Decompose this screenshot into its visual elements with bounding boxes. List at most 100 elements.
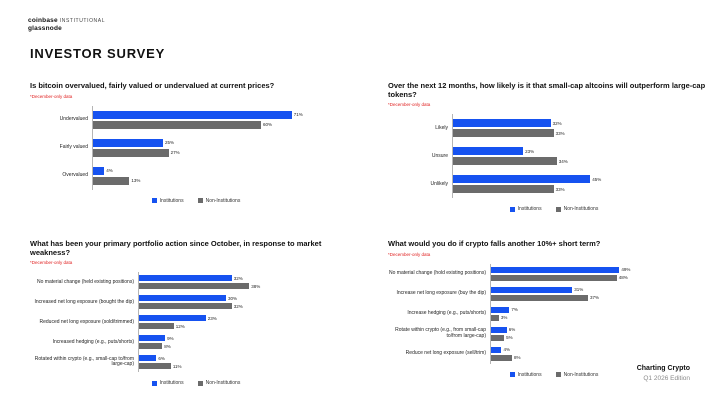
footer: Charting Crypto Q1 2026 Edition (637, 364, 690, 383)
legend-label: Non-Institutions (205, 380, 241, 387)
category-row: Overvalued 4% 13% (30, 161, 362, 190)
bar-value-label: 8% (164, 343, 171, 349)
institutions-bar (139, 295, 226, 302)
bar-value-label: 4% (106, 168, 113, 174)
category-bars: 31% 37% (490, 283, 720, 304)
chart-footnote: *December-only data (388, 102, 431, 108)
institutions-bar (139, 315, 206, 322)
category-label: Unlikely (430, 180, 448, 187)
category-bars: 4% 13% (92, 161, 362, 190)
bar-line: 23% (139, 314, 362, 322)
category-label: No material change (held existing positi… (37, 278, 134, 285)
legend-swatch-icon (509, 206, 515, 212)
bar-value-label: 11% (172, 363, 182, 369)
non-institutions-bar (453, 129, 554, 138)
page-title: INVESTOR SURVEY (30, 46, 166, 61)
bar-line: 34% (453, 156, 720, 166)
bar-line: 25% (93, 138, 362, 148)
bar-value-label: 32% (233, 275, 243, 281)
legend-label: Non-Institutions (205, 197, 241, 204)
institutions-bar (453, 119, 551, 128)
coinbase-wordmark: coinbase (28, 17, 58, 24)
category-bars: 6% 11% (138, 352, 362, 373)
non-institutions-bar (453, 157, 557, 166)
non-institutions-bar (491, 314, 499, 321)
bar-value-label: 7% (511, 307, 518, 313)
category-row: Reduce net long exposure (sell/trim) 4% 8% (388, 343, 720, 364)
bar-line: 30% (139, 294, 362, 302)
brand-logo: coinbase INSTITUTIONAL glassnode (28, 17, 105, 33)
category-label: Undervalued (59, 115, 88, 122)
footer-report-title: Charting Crypto (636, 365, 690, 372)
chart-plot-area: No material change (hold existing positi… (388, 263, 720, 364)
bar-value-label: 48% (618, 275, 628, 281)
bar-line: 13% (93, 176, 362, 186)
bar-value-label: 3% (500, 315, 508, 321)
bar-line: 31% (491, 286, 720, 294)
category-row: Unlikely 45% 33% (388, 170, 720, 199)
category-bars: 45% 33% (452, 170, 720, 199)
legend-label: Institutions (517, 371, 542, 378)
chart-plot-area: Undervalued 71% 60% Fairly valued 25% 27% Over… (30, 105, 362, 190)
category-label: No material change (hold existing positi… (389, 269, 486, 276)
institutions-bar (93, 110, 292, 119)
legend-institutions: Institutions (151, 380, 184, 386)
category-bars: 7% 3% (490, 303, 720, 324)
legend-non-institutions: Non-Institutions (197, 380, 241, 387)
non-institutions-bar (491, 294, 588, 301)
non-institutions-bar (139, 303, 232, 310)
institutions-bar (453, 147, 524, 156)
category-label: Increased net long exposure (bought the … (34, 298, 134, 305)
legend-label: Institutions (159, 197, 184, 204)
chart-legend: Institutions Non-Institutions (388, 206, 720, 212)
chart-title: Over the next 12 months, how likely is i… (388, 81, 706, 99)
legend-swatch-icon (555, 372, 561, 378)
bar-line: 5% (491, 334, 720, 342)
bar-line: 3% (491, 314, 720, 322)
category-bars: 4% 8% (490, 343, 720, 364)
category-row: Undervalued 71% 60% (30, 105, 362, 134)
bar-value-label: 27% (170, 150, 180, 156)
bar-value-label: 6% (508, 327, 516, 333)
category-row: Likely 32% 33% (388, 114, 720, 143)
legend-non-institutions: Non-Institutions (555, 206, 598, 212)
bar-value-label: 9% (167, 335, 174, 341)
category-label: Increase hedging (e.g., puts/shorts) (407, 309, 486, 316)
bar-line: 27% (93, 148, 362, 158)
bar-line: 8% (491, 354, 720, 362)
institutions-bar (139, 335, 166, 342)
non-institutions-bar (93, 120, 261, 129)
institutions-bar (491, 286, 573, 293)
chart-panel-1: Is bitcoin overvalued, fairly valued or … (30, 81, 362, 204)
category-bars: 9% 8% (138, 332, 362, 353)
bar-line: 9% (139, 334, 362, 342)
bar-value-label: 30% (228, 295, 238, 301)
bar-value-label: 38% (251, 283, 261, 289)
category-bars: 23% 12% (138, 312, 362, 333)
chart-legend: Institutions Non-Institutions (30, 380, 362, 386)
bar-line: 32% (453, 118, 720, 128)
chart-plot-area: Likely 32% 33% Unsure 23% 34% Unlikely 45% 33% (388, 114, 720, 199)
category-bars: 25% 27% (92, 133, 362, 162)
bar-line: 60% (93, 120, 362, 130)
bar-value-label: 71% (293, 112, 303, 118)
chart-title: What would you do if crypto falls anothe… (388, 239, 601, 248)
institutions-bar (139, 355, 157, 362)
institutions-bar (491, 266, 620, 273)
category-label: Overvalued (62, 171, 88, 178)
bar-line: 4% (491, 346, 720, 354)
bar-value-label: 32% (552, 120, 562, 126)
category-row: Increase net long exposure (buy the dip)… (388, 283, 720, 304)
chart-legend: Institutions Non-Institutions (30, 198, 362, 204)
bar-line: 49% (491, 266, 720, 274)
bar-value-label: 32% (233, 303, 243, 309)
chart-footnote: *December-only data (30, 93, 73, 99)
bar-line: 45% (453, 174, 720, 184)
institutions-bar (93, 166, 105, 175)
non-institutions-bar (139, 343, 163, 350)
non-institutions-bar (93, 176, 130, 185)
non-institutions-bar (139, 363, 171, 370)
category-bars: 30% 32% (138, 292, 362, 313)
bar-line: 8% (139, 342, 362, 350)
